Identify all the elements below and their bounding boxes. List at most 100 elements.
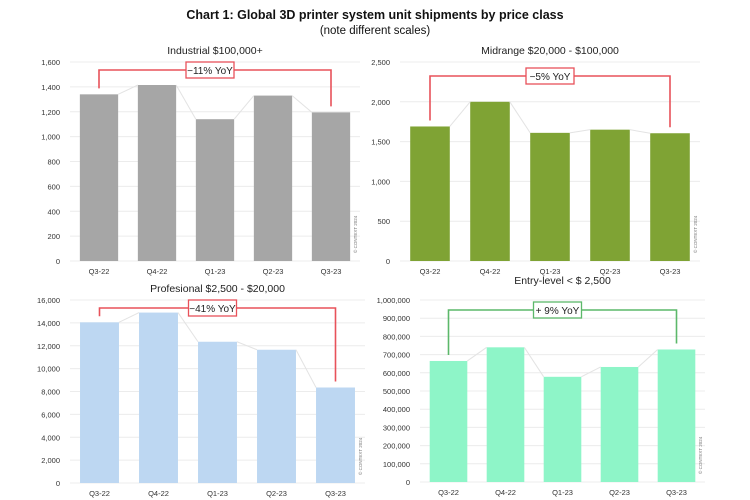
x-tick-label: Q1-23 xyxy=(207,489,228,498)
yoy-label-box xyxy=(525,67,575,85)
connector-line xyxy=(467,346,487,362)
connector-line xyxy=(118,312,140,323)
bar-q4-22 xyxy=(486,347,525,482)
connector-line xyxy=(509,101,531,134)
panel-title: Entry-level < $ 2,500 xyxy=(514,275,611,287)
connector-line xyxy=(449,101,471,127)
watermark: © CONTEXT 2024 xyxy=(352,215,358,253)
yoy-label-box xyxy=(532,301,583,319)
y-tick-label: 0 xyxy=(56,257,60,266)
yoy-label-box xyxy=(185,61,235,79)
y-tick-label: 1,500 xyxy=(371,138,390,147)
x-tick-label: Q2-23 xyxy=(266,489,287,498)
bar-q3-23 xyxy=(657,349,696,482)
x-tick-label: Q4-22 xyxy=(495,488,516,497)
y-tick-label: 1,000,000 xyxy=(377,296,410,305)
x-tick-label: Q1-23 xyxy=(205,267,226,276)
y-tick-label: 0 xyxy=(406,478,410,487)
bar-q4-22 xyxy=(139,312,178,483)
bar-q3-23 xyxy=(316,387,355,483)
bar-q2-23 xyxy=(590,129,630,261)
bar-q1-23 xyxy=(543,376,582,482)
panel-title: Profesional $2,500 - $20,000 xyxy=(150,283,285,295)
chart-subtitle: (note different scales) xyxy=(319,25,431,37)
y-tick-label: 300,000 xyxy=(383,423,410,432)
y-tick-label: 500 xyxy=(377,217,390,226)
y-tick-label: 14,000 xyxy=(37,319,60,328)
yoy-label: + 9% YoY xyxy=(536,306,580,317)
yoy-label-box xyxy=(187,299,238,317)
yoy-label: −5% YoY xyxy=(530,72,571,83)
connector-line xyxy=(117,84,139,95)
bar-q2-23 xyxy=(253,95,293,261)
y-tick-label: 16,000 xyxy=(37,296,60,305)
y-tick-label: 1,000 xyxy=(371,177,390,186)
y-tick-label: 1,600 xyxy=(41,58,60,67)
y-tick-label: 10,000 xyxy=(37,365,60,374)
x-tick-label: Q1-23 xyxy=(552,488,573,497)
connector-line xyxy=(233,95,255,120)
y-tick-label: 900,000 xyxy=(383,314,410,323)
y-tick-label: 200,000 xyxy=(383,442,410,451)
x-tick-label: Q3-23 xyxy=(666,488,687,497)
y-tick-label: 800 xyxy=(47,158,60,167)
bar-q3-22 xyxy=(79,94,119,262)
bar-q3-23 xyxy=(311,112,351,261)
x-tick-label: Q3-22 xyxy=(89,267,110,276)
y-tick-label: 2,000 xyxy=(371,98,390,107)
y-tick-label: 600,000 xyxy=(383,369,410,378)
connector-line xyxy=(523,347,545,378)
x-tick-label: Q2-23 xyxy=(263,267,284,276)
connector-line xyxy=(291,95,313,113)
y-tick-label: 6,000 xyxy=(41,410,60,419)
bar-q1-23 xyxy=(530,132,570,261)
y-tick-label: 400,000 xyxy=(383,405,410,414)
bar-q3-22 xyxy=(410,126,450,261)
y-tick-label: 700,000 xyxy=(383,351,410,360)
y-tick-label: 800,000 xyxy=(383,332,410,341)
connector-line xyxy=(177,312,199,343)
y-tick-label: 12,000 xyxy=(37,342,60,351)
connector-line xyxy=(236,341,258,351)
y-tick-label: 2,000 xyxy=(41,456,60,465)
connector-line xyxy=(637,349,659,368)
watermark: © CONTEXT 2024 xyxy=(357,437,363,475)
connector-line xyxy=(569,129,591,134)
y-tick-label: 0 xyxy=(56,479,60,488)
y-tick-label: 2,500 xyxy=(371,58,390,67)
bar-q2-23 xyxy=(257,349,296,483)
x-tick-label: Q2-23 xyxy=(600,267,621,276)
y-tick-label: 4,000 xyxy=(41,433,60,442)
bar-q4-22 xyxy=(470,101,510,261)
x-tick-label: Q4-22 xyxy=(148,489,169,498)
y-tick-label: 1,400 xyxy=(41,83,60,92)
x-tick-label: Q3-22 xyxy=(438,488,459,497)
yoy-label: −11% YoY xyxy=(187,66,233,77)
connector-line xyxy=(629,129,651,134)
x-tick-label: Q2-23 xyxy=(609,488,630,497)
panel-title: Midrange $20,000 - $100,000 xyxy=(481,45,619,57)
x-tick-label: Q3-22 xyxy=(89,489,110,498)
connector-line xyxy=(175,84,197,120)
y-tick-label: 600 xyxy=(47,182,60,191)
x-tick-label: Q4-22 xyxy=(147,267,168,276)
y-tick-label: 100,000 xyxy=(383,460,410,469)
y-tick-label: 1,200 xyxy=(41,108,60,117)
bar-q2-23 xyxy=(600,366,639,482)
bar-q1-23 xyxy=(195,119,235,262)
x-tick-label: Q3-23 xyxy=(325,489,346,498)
x-tick-label: Q3-23 xyxy=(660,267,681,276)
y-tick-label: 1,000 xyxy=(41,133,60,142)
bar-q3-22 xyxy=(80,322,119,483)
y-tick-label: 200 xyxy=(47,232,60,241)
yoy-label: −41% YoY xyxy=(189,304,236,315)
watermark: © CONTEXT 2024 xyxy=(692,215,698,253)
chart-title: Chart 1: Global 3D printer system unit s… xyxy=(186,8,564,22)
watermark: © CONTEXT 2024 xyxy=(697,436,703,474)
panel-title: Industrial $100,000+ xyxy=(167,45,262,57)
bar-q4-22 xyxy=(137,85,177,262)
x-tick-label: Q4-22 xyxy=(480,267,501,276)
bar-q1-23 xyxy=(198,341,237,483)
x-tick-label: Q1-23 xyxy=(540,267,561,276)
y-tick-label: 400 xyxy=(47,207,60,216)
